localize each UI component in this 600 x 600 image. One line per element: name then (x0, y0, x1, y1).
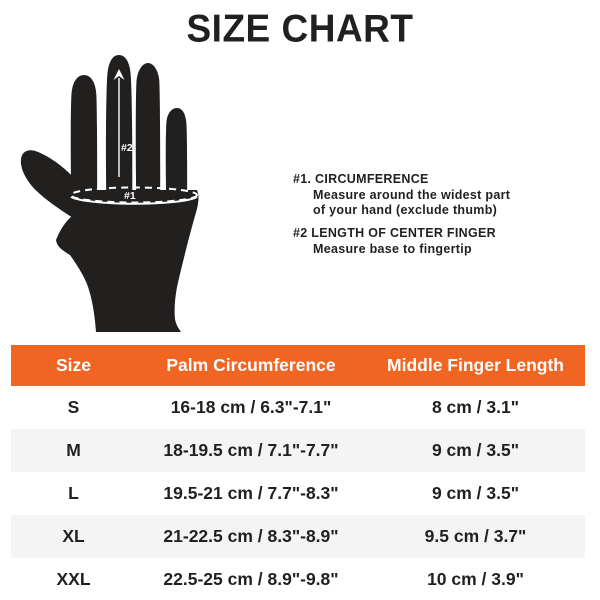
svg-text:#2: #2 (121, 142, 133, 154)
svg-text:#1: #1 (124, 190, 136, 202)
